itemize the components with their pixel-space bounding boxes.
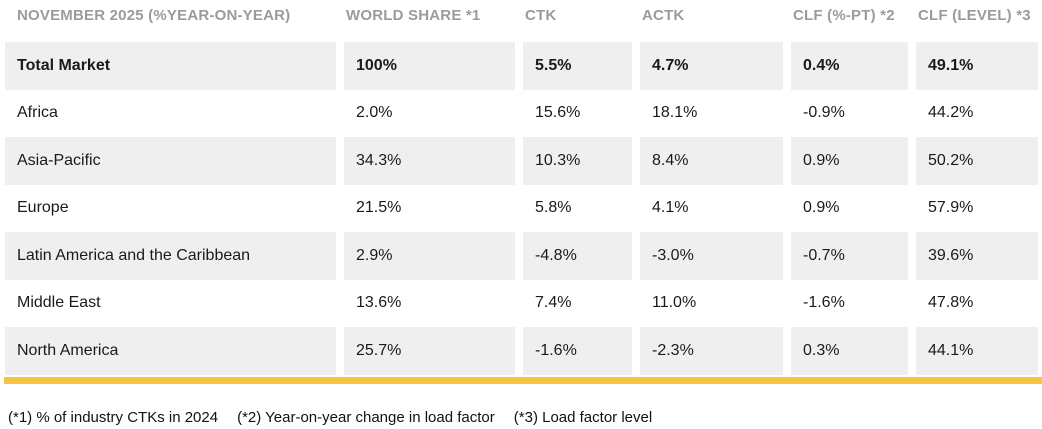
- ctk-value: 15.6%: [535, 104, 581, 122]
- region-label: Total Market: [5, 42, 336, 90]
- world-share-value: 2.9%: [344, 232, 515, 280]
- world-share-value: 13.6%: [356, 294, 402, 312]
- actk-value: -3.0%: [640, 232, 783, 280]
- region-label: Latin America and the Caribbean: [5, 232, 336, 280]
- actk-value: 4.7%: [640, 42, 783, 90]
- clf-pt-value: -0.7%: [791, 232, 908, 280]
- clf-level-value: 44.1%: [916, 327, 1038, 375]
- column-header-world-share: WORLD SHARE *1: [346, 7, 481, 24]
- region-label: Middle East: [17, 294, 101, 312]
- footnote-3: (*3) Load factor level: [513, 408, 653, 426]
- actk-value: 11.0%: [652, 294, 697, 312]
- actk-value: 18.1%: [652, 104, 698, 122]
- world-share-value: 21.5%: [356, 199, 402, 217]
- column-header-ctk: CTK: [525, 7, 557, 24]
- table-row-africa: Africa 2.0% 15.6% 18.1% -0.9% 44.2%: [5, 90, 1042, 138]
- table-header-row: NOVEMBER 2025 (%YEAR-ON-YEAR) WORLD SHAR…: [5, 0, 1042, 42]
- table-row-middle-east: Middle East 13.6% 7.4% 11.0% -1.6% 47.8%: [5, 280, 1042, 328]
- column-header-clf-pt: CLF (%-PT) *2: [793, 7, 895, 24]
- ctk-value: 10.3%: [523, 137, 632, 185]
- clf-pt-value: 0.4%: [791, 42, 908, 90]
- table-title: NOVEMBER 2025 (%YEAR-ON-YEAR): [17, 7, 291, 24]
- clf-pt-value: 0.9%: [803, 199, 840, 217]
- ctk-value: 7.4%: [535, 294, 572, 312]
- region-label: Asia-Pacific: [5, 137, 336, 185]
- column-header-actk: ACTK: [642, 7, 685, 24]
- ctk-value: -4.8%: [523, 232, 632, 280]
- accent-bar: [4, 376, 1042, 384]
- footnotes: (*1) % of industry CTKs in 2024 (*2) Yea…: [0, 409, 1042, 426]
- actk-value: -2.3%: [640, 327, 783, 375]
- clf-level-value: 39.6%: [916, 232, 1038, 280]
- actk-value: 8.4%: [640, 137, 783, 185]
- clf-level-value: 44.2%: [928, 104, 974, 122]
- clf-level-value: 57.9%: [928, 199, 974, 217]
- table-row-europe: Europe 21.5% 5.8% 4.1% 0.9% 57.9%: [5, 185, 1042, 233]
- table-row-asia-pacific: Asia-Pacific 34.3% 10.3% 8.4% 0.9% 50.2%: [5, 137, 1042, 185]
- table-row-total-market: Total Market 100% 5.5% 4.7% 0.4% 49.1%: [5, 42, 1042, 90]
- clf-pt-value: 0.3%: [791, 327, 908, 375]
- clf-level-value: 49.1%: [916, 42, 1038, 90]
- clf-pt-value: -1.6%: [803, 294, 845, 312]
- table-row-north-america: North America 25.7% -1.6% -2.3% 0.3% 44.…: [5, 327, 1042, 375]
- world-share-value: 100%: [344, 42, 515, 90]
- ctk-value: 5.8%: [535, 199, 572, 217]
- region-label: North America: [5, 327, 336, 375]
- table-row-latin-america: Latin America and the Caribbean 2.9% -4.…: [5, 232, 1042, 280]
- footnote-1: (*1) % of industry CTKs in 2024: [8, 408, 219, 426]
- table-body: Total Market 100% 5.5% 4.7% 0.4% 49.1% A…: [0, 42, 1042, 375]
- region-label: Europe: [17, 199, 69, 217]
- world-share-value: 34.3%: [344, 137, 515, 185]
- ctk-value: 5.5%: [523, 42, 632, 90]
- world-share-value: 25.7%: [344, 327, 515, 375]
- region-label: Africa: [17, 104, 58, 122]
- clf-pt-value: -0.9%: [803, 104, 845, 122]
- clf-level-value: 47.8%: [928, 294, 974, 312]
- ctk-value: -1.6%: [523, 327, 632, 375]
- clf-pt-value: 0.9%: [791, 137, 908, 185]
- column-header-clf-level: CLF (LEVEL) *3: [918, 7, 1031, 24]
- footnote-2: (*2) Year-on-year change in load factor: [237, 408, 495, 426]
- world-share-value: 2.0%: [356, 104, 393, 122]
- clf-level-value: 50.2%: [916, 137, 1038, 185]
- actk-value: 4.1%: [652, 199, 689, 217]
